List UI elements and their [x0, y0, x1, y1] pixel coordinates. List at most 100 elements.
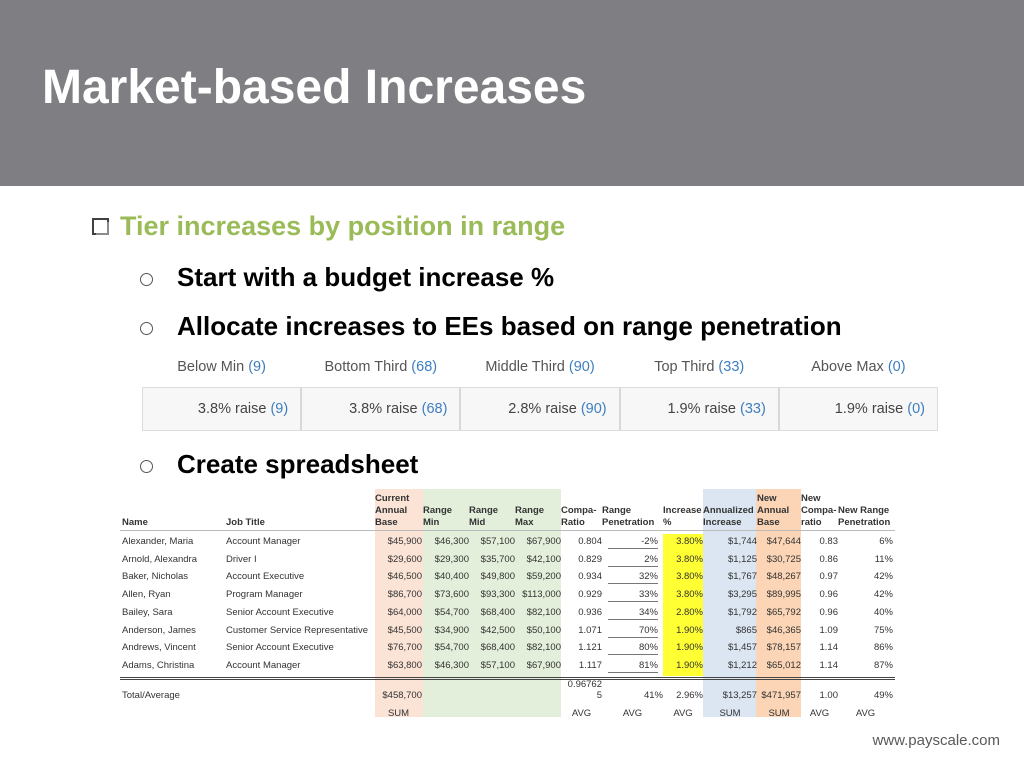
- tier-raise-count: (0): [907, 401, 926, 417]
- total-pen: 41%: [643, 689, 663, 701]
- mid-cell: $93,300: [480, 589, 515, 601]
- column-header: Range: [423, 505, 453, 516]
- mid-cell: $57,100: [480, 659, 515, 671]
- column-header: Compa-: [561, 505, 597, 516]
- column-header: ratio: [801, 517, 822, 528]
- ratio-cell: 0.829: [578, 553, 602, 565]
- sub-bullet-text: Create spreadsheet: [177, 449, 419, 479]
- name-cell: Adams, Christina: [122, 659, 195, 671]
- sub-bullet-2: Allocate increases to EEs based on range…: [140, 311, 842, 342]
- total-newpen: 49%: [873, 689, 893, 701]
- newpen-cell: 75%: [873, 624, 893, 636]
- ann-cell: $1,457: [727, 642, 757, 654]
- tier-name: Top Third: [654, 359, 719, 375]
- job-cell: Account Manager: [226, 536, 301, 547]
- min-cell: $46,300: [434, 659, 469, 671]
- aggregate-label: SUM: [719, 707, 741, 719]
- base-cell: $86,700: [387, 589, 422, 601]
- name-cell: Allen, Ryan: [122, 589, 171, 601]
- column-header: Min: [423, 517, 440, 528]
- aggregate-label: AVG: [571, 707, 592, 719]
- tier-count: (33): [718, 359, 745, 375]
- base-cell: $63,800: [387, 659, 422, 671]
- newpen-cell: 42%: [873, 571, 893, 583]
- tier-raise-count: (90): [580, 401, 607, 417]
- name-cell: Bailey, Sara: [122, 606, 173, 618]
- tier-label: Top Third (33): [620, 354, 779, 380]
- ratio-cell: 0.929: [578, 589, 602, 601]
- newratio-cell: 0.96: [819, 589, 839, 601]
- tier-raise: 3.8% raise: [349, 401, 422, 417]
- total-newratio: 1.00: [819, 689, 839, 701]
- tier-raise-cell: 2.8% raise (90): [461, 388, 621, 430]
- newpen-cell: 42%: [873, 589, 893, 601]
- column-header: Max: [515, 517, 534, 528]
- pen-cell: 33%: [608, 589, 658, 603]
- tier-count: (90): [568, 359, 595, 375]
- tier-name: Bottom Third: [324, 359, 412, 375]
- total-ratio-top: 0.96762: [567, 678, 602, 690]
- header-rule: [120, 530, 895, 531]
- sub-bullet-1: Start with a budget increase %: [140, 262, 554, 293]
- column-header: New: [757, 493, 777, 504]
- tier-raise-count: (68): [421, 401, 448, 417]
- aggregate-label: SUM: [387, 707, 410, 719]
- circle-bullet-icon: [140, 322, 153, 335]
- max-cell: $82,100: [526, 642, 561, 654]
- newpen-cell: 86%: [873, 642, 893, 654]
- base-cell: $46,500: [387, 571, 422, 583]
- aggregate-label: AVG: [673, 707, 693, 719]
- newbase-cell: $30,725: [766, 553, 801, 565]
- job-cell: Account Manager: [226, 659, 301, 671]
- checkbox-bullet-icon: [92, 218, 109, 235]
- newpen-cell: 11%: [874, 553, 893, 565]
- inc-cell: 1.90%: [676, 624, 703, 636]
- min-cell: $46,300: [434, 536, 469, 547]
- total-inc: 2.96%: [676, 689, 703, 701]
- inc-cell: 3.80%: [676, 571, 703, 583]
- inc-cell: 1.90%: [676, 659, 703, 671]
- tier-raise-count: (33): [740, 401, 766, 417]
- ann-cell: $1,125: [727, 553, 757, 565]
- job-cell: Senior Account Executive: [226, 642, 334, 654]
- base-cell: $45,900: [387, 536, 422, 547]
- name-cell: Alexander, Maria: [122, 536, 194, 547]
- newpen-cell: 40%: [873, 606, 893, 618]
- circle-bullet-icon: [140, 460, 153, 473]
- mid-cell: $68,400: [480, 642, 515, 654]
- total-rule: [120, 676, 895, 680]
- aggregate-label: AVG: [622, 707, 643, 719]
- min-cell: $73,600: [434, 589, 469, 601]
- ann-cell: $1,212: [727, 659, 757, 671]
- aggregate-label: AVG: [809, 707, 830, 719]
- newbase-cell: $65,012: [766, 659, 801, 671]
- column-header: Increase: [703, 517, 742, 528]
- column-header: Annualized: [703, 505, 754, 516]
- pen-cell: 81%: [608, 660, 658, 673]
- sub-bullet-3: Create spreadsheet: [140, 449, 418, 480]
- newpen-cell: 87%: [873, 659, 893, 671]
- column-header: Annual: [375, 505, 408, 516]
- mid-cell: $42,500: [480, 624, 515, 636]
- salary-spreadsheet: Name Job Title Current Annual Base Range Min Ra…: [120, 489, 900, 719]
- column-header: Annual: [757, 505, 790, 516]
- tier-label: Middle Third (90): [460, 354, 619, 380]
- main-bullet-text: Tier increases by position in range: [120, 211, 566, 241]
- max-cell: $50,100: [526, 624, 561, 636]
- tier-raise: 3.8% raise: [197, 401, 271, 417]
- tier-label: Below Min (9): [142, 354, 301, 380]
- aggregate-label: SUM: [768, 707, 790, 719]
- ratio-cell: 1.071: [578, 624, 602, 636]
- tier-table: Below Min (9) Bottom Third (68) Middle Thi…: [142, 354, 938, 431]
- inc-cell: 2.80%: [676, 606, 703, 618]
- base-cell: $29,600: [387, 553, 422, 565]
- main-bullet: Tier increases by position in range: [92, 211, 565, 242]
- ratio-cell: 1.117: [578, 659, 602, 671]
- newbase-cell: $65,792: [766, 606, 801, 618]
- column-header: Base: [375, 517, 398, 528]
- newbase-cell: $89,995: [766, 589, 801, 601]
- inc-cell: 3.80%: [676, 553, 703, 565]
- title-bar: Market-based Increases: [0, 0, 1024, 186]
- tier-count: (0): [887, 359, 906, 375]
- tier-raise-count: (9): [270, 401, 289, 417]
